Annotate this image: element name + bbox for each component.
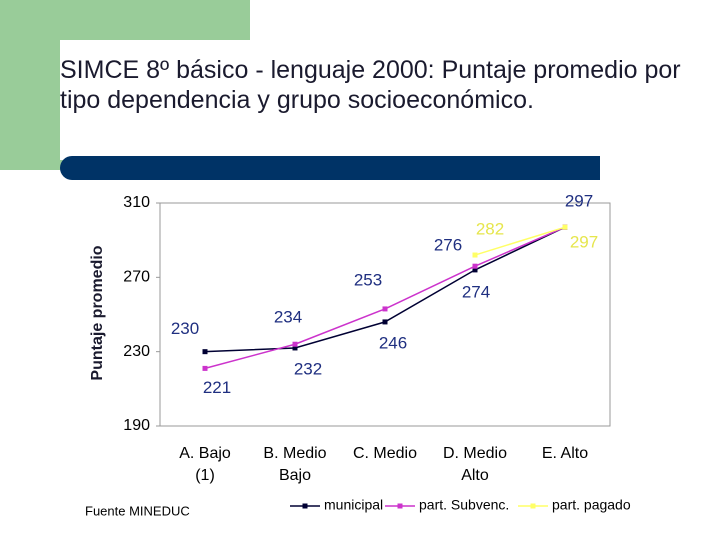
title-bg <box>60 40 720 160</box>
data-point <box>382 319 388 325</box>
data-label: 230 <box>171 319 199 338</box>
legend-label: municipal <box>324 497 383 513</box>
y-tick-label: 310 <box>123 194 150 211</box>
y-tick-label: 190 <box>123 417 150 434</box>
y-tick-label: 230 <box>123 343 150 360</box>
y-axis-label: Puntaje promedio <box>89 245 106 380</box>
legend-marker <box>530 503 536 509</box>
data-label: 297 <box>570 233 598 252</box>
data-point <box>202 349 208 355</box>
title-bar <box>60 156 600 180</box>
plot-frame <box>159 202 611 427</box>
data-label: 253 <box>354 270 382 289</box>
x-tick-label: B. Medio Bajo <box>263 445 327 484</box>
x-tick-label: A. Bajo (1) <box>179 445 231 484</box>
y-tick-label: 270 <box>123 269 150 286</box>
data-label: 246 <box>379 333 407 352</box>
data-point <box>382 306 388 312</box>
title-box: SIMCE 8º básico - lenguaje 2000: Puntaje… <box>60 56 681 114</box>
x-tick-label: D. Medio Alto <box>442 445 508 484</box>
chart-title: SIMCE 8º básico - lenguaje 2000: Puntaje… <box>60 56 681 114</box>
data-point <box>202 365 208 371</box>
series-line <box>474 226 566 256</box>
data-label: 221 <box>203 378 231 397</box>
x-tick-label: C. Medio <box>352 445 418 462</box>
source: Fuente MINEDUC <box>85 503 190 518</box>
legend-marker <box>302 503 308 509</box>
data-point <box>472 252 478 258</box>
data-label: 276 <box>434 236 462 255</box>
legend-marker <box>397 503 403 509</box>
data-point <box>472 267 478 273</box>
legend-label: part. Subvenc. <box>419 497 509 513</box>
data-label: 274 <box>462 282 490 301</box>
data-label: 234 <box>274 308 302 327</box>
legend-label: part. pagado <box>552 497 631 513</box>
data-label: 282 <box>476 220 504 239</box>
data-point <box>562 224 568 230</box>
x-tick-label: E. Alto <box>541 445 589 462</box>
data-point <box>292 345 298 351</box>
data-point <box>292 341 298 347</box>
data-label: 297 <box>565 192 593 211</box>
data-point <box>472 263 478 269</box>
decor-bg <box>0 170 60 540</box>
data-label: 232 <box>294 359 322 378</box>
